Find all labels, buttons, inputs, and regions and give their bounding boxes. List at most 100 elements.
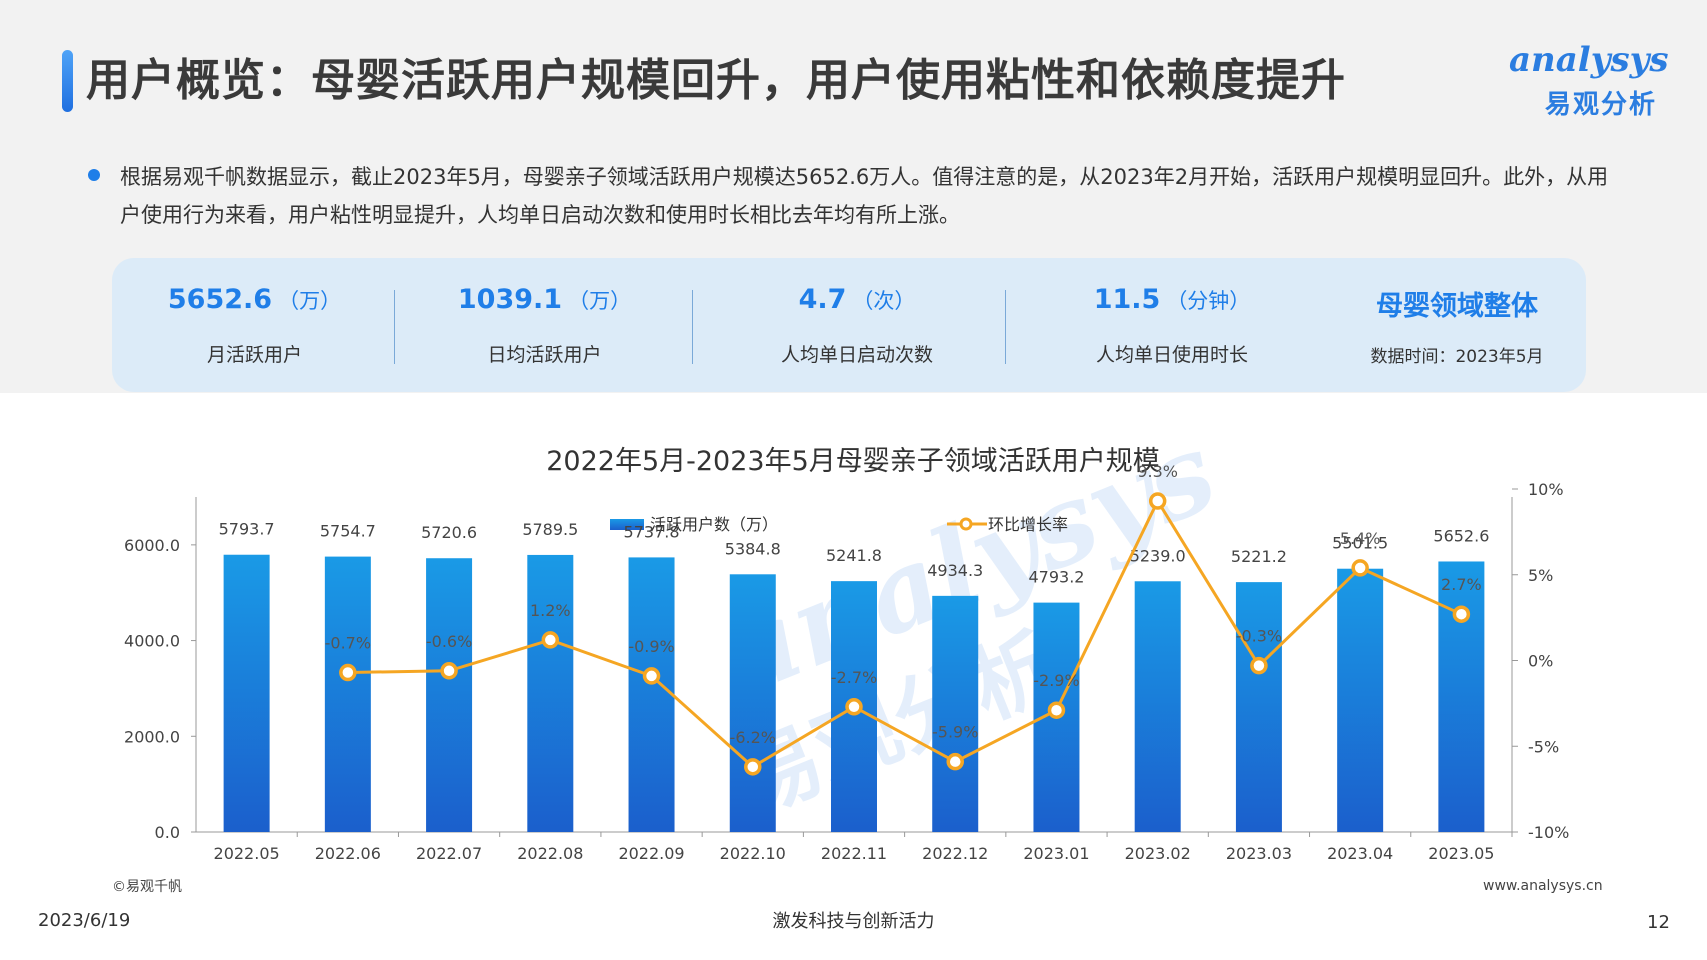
logo-chinese-name: 易观分析 [1545, 90, 1658, 120]
legend-line-label: 环比增长率 [988, 515, 1068, 534]
growth-line [347, 497, 1463, 769]
growth-point [1452, 605, 1471, 623]
bar-value-label: 5239.0 [1130, 546, 1186, 565]
kpi-label: 日均活跃用户 [487, 344, 602, 366]
growth-rate-label: -0.6% [426, 632, 472, 651]
bar-value-label: 5789.5 [522, 520, 578, 539]
growth-rate-label: -0.7% [325, 634, 371, 653]
growth-point [744, 758, 762, 776]
bullet-icon [88, 169, 100, 181]
left-tick-label: 0.0 [155, 823, 180, 842]
kpi-panel: 5652.6 （万） 月活跃用户 1039.1 （万） 日均活跃用户 4.7 （次） … [112, 258, 1586, 392]
footer-date: 2023/6/19 [38, 910, 131, 931]
growth-rate-label: -0.9% [628, 637, 674, 656]
bar [527, 554, 574, 832]
brand-logo: analysys 易观分析 [1505, 40, 1685, 120]
growth-point [1047, 701, 1066, 719]
x-tick-label: 2022.05 [214, 844, 280, 863]
bar [932, 595, 979, 832]
kpi-divider [1005, 290, 1006, 364]
x-tick-label: 2022.07 [416, 844, 482, 863]
kpi-divider [692, 290, 693, 364]
chart-title: 2022年5月-2023年5月母婴亲子领域活跃用户规模 [546, 446, 1160, 477]
kpi-daily-launches: 4.7 （次） 人均单日启动次数 [712, 258, 1002, 392]
bar [729, 574, 776, 832]
kpi-value-line: 11.5 （分钟） [1022, 284, 1322, 315]
growth-rate-label: 1.2% [530, 601, 571, 620]
growth-point [1351, 559, 1369, 577]
growth-point [440, 662, 458, 680]
legend-line-marker [959, 517, 973, 531]
kpi-divider [394, 290, 395, 364]
growth-point [541, 631, 560, 649]
growth-rate-label: 5.4% [1340, 529, 1381, 548]
x-tick-label: 2023.04 [1327, 844, 1393, 863]
growth-line-series: -0.7% -0.6% 1.2% -0.9% -6.2% -2.7% -5.9% -2.9% 9… [325, 462, 1482, 776]
kpi-value: 5652.6 [167, 284, 273, 315]
bar-value-label: 5793.7 [219, 520, 275, 539]
left-axis-ticks: 0.0 2000.0 4000.0 6000.0 [124, 536, 196, 842]
bar-value-label: 5384.8 [725, 539, 781, 558]
growth-rate-label: 9.3% [1137, 462, 1178, 481]
kpi-unit: （次） [852, 289, 916, 313]
bar-value-label: 5501.5 [1332, 534, 1388, 553]
bar [1337, 568, 1384, 832]
left-tick-label: 2000.0 [124, 727, 180, 746]
x-tick-labels: 2022.05 2022.06 2022.07 2022.08 2022.09 2022.… [214, 832, 1513, 863]
bar-series [223, 554, 1485, 832]
footer-slogan: 激发科技与创新活力 [772, 911, 935, 932]
x-tick-label: 2022.10 [720, 844, 786, 863]
kpi-value-line: 1039.1 （万） [417, 284, 672, 315]
kpi-daily-active-users: 1039.1 （万） 日均活跃用户 [417, 258, 672, 392]
growth-rate-label: -2.9% [1033, 671, 1079, 690]
bar [628, 557, 675, 832]
right-tick-label: -10% [1528, 823, 1569, 842]
kpi-unit: （万） [568, 289, 632, 313]
x-tick-label: 2023.03 [1226, 844, 1292, 863]
kpi-daily-usage-time: 11.5 （分钟） 人均单日使用时长 [1022, 258, 1322, 392]
kpi-label: 人均单日启动次数 [780, 344, 933, 366]
x-tick-label: 2023.05 [1428, 844, 1494, 863]
bar-value-label: 5652.6 [1433, 526, 1489, 545]
right-tick-label: 0% [1528, 652, 1553, 671]
bar-value-label: 5720.6 [421, 523, 477, 542]
left-tick-label: 4000.0 [124, 632, 180, 651]
growth-rate-label: -6.2% [730, 728, 776, 747]
bar-value-label: 4793.2 [1028, 568, 1084, 587]
bar [1438, 561, 1485, 832]
kpi-scope-title: 母婴领域整体 [1376, 291, 1538, 322]
kpi-data-date: 数据时间：2023年5月 [1370, 347, 1544, 367]
kpi-value: 11.5 [1093, 284, 1161, 315]
kpi-value-line: 5652.6 （万） [132, 284, 377, 315]
growth-point [339, 663, 357, 682]
x-tick-label: 2022.11 [821, 844, 887, 863]
growth-point [845, 698, 863, 716]
growth-rate-label: -2.7% [831, 668, 877, 687]
growth-point [1148, 492, 1167, 510]
x-tick-label: 2022.12 [922, 844, 988, 863]
growth-rate-label: -5.9% [932, 723, 978, 742]
right-tick-label: -5% [1528, 737, 1559, 756]
right-axis-ticks: -10% -5% 0% 5% 10% [1512, 480, 1569, 842]
title-accent-bar [62, 50, 73, 112]
growth-point [642, 667, 661, 685]
kpi-value: 4.7 [798, 284, 847, 315]
bar-value-label: 4934.3 [927, 561, 983, 580]
bar [223, 554, 270, 832]
growth-rate-label: -0.3% [1236, 627, 1282, 646]
bar-value-label: 5241.8 [826, 546, 882, 565]
kpi-monthly-active-users: 5652.6 （万） 月活跃用户 [132, 258, 377, 392]
bar [324, 556, 371, 832]
bar [426, 558, 473, 832]
kpi-unit: （分钟） [1166, 289, 1251, 313]
growth-point [946, 752, 964, 771]
x-tick-label: 2023.02 [1125, 844, 1191, 863]
x-tick-label: 2023.01 [1023, 844, 1089, 863]
summary-text: 根据易观千帆数据显示，截止2023年5月，母婴亲子领域活跃用户规模达5652.6… [120, 165, 1609, 227]
x-tick-label: 2022.08 [517, 844, 583, 863]
kpi-label: 人均单日使用时长 [1095, 344, 1248, 366]
legend-bar-label: 活跃用户数（万） [650, 515, 778, 534]
bar-value-label: 5221.2 [1231, 547, 1287, 566]
growth-point [1250, 656, 1268, 675]
right-tick-label: 5% [1528, 566, 1553, 585]
